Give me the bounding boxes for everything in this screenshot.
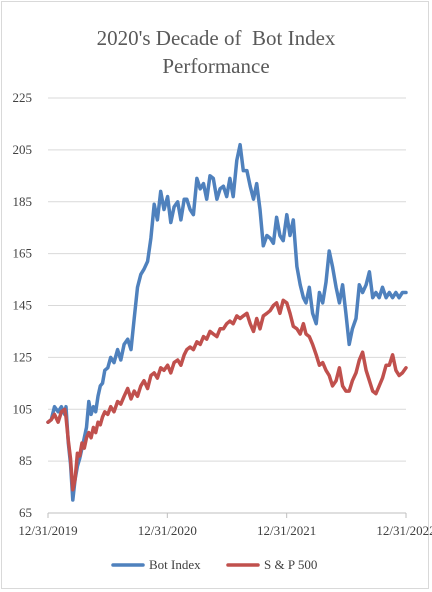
- series-lines: [46, 142, 408, 502]
- legend: Bot Index S & P 500: [111, 557, 317, 572]
- y-tick-label: 105: [13, 401, 33, 416]
- y-tick-label: 185: [13, 194, 33, 209]
- chart-title-line2: Performance: [162, 54, 270, 78]
- x-tick-label: 12/31/2020: [138, 523, 197, 538]
- y-tick-label: 145: [13, 298, 33, 313]
- legend-label: S & P 500: [264, 557, 317, 572]
- y-tick-label: 225: [13, 90, 33, 105]
- y-axis-ticks: 65 85 105 125 145 165 185 205 225: [13, 90, 33, 520]
- legend-label: Bot Index: [149, 557, 201, 572]
- x-tick-label: 12/31/2022: [376, 523, 432, 538]
- gridlines: [48, 97, 406, 462]
- y-tick-label: 205: [13, 142, 33, 157]
- chart-title: 2020's Decade of Bot Index Performance: [0, 24, 432, 80]
- x-tick-label: 12/31/2019: [18, 523, 77, 538]
- x-tick-label: 12/31/2021: [257, 523, 316, 538]
- y-tick-label: 165: [13, 246, 33, 261]
- y-tick-label: 65: [19, 505, 32, 520]
- y-tick-label: 85: [19, 453, 32, 468]
- y-tick-label: 125: [13, 349, 33, 364]
- series-line-sp-500: [46, 298, 408, 492]
- chart-title-line1: 2020's Decade of Bot Index: [96, 26, 336, 50]
- series-line-bot-index: [46, 142, 408, 502]
- x-axis: 12/31/2019 12/31/2020 12/31/2021 12/31/2022: [18, 512, 432, 538]
